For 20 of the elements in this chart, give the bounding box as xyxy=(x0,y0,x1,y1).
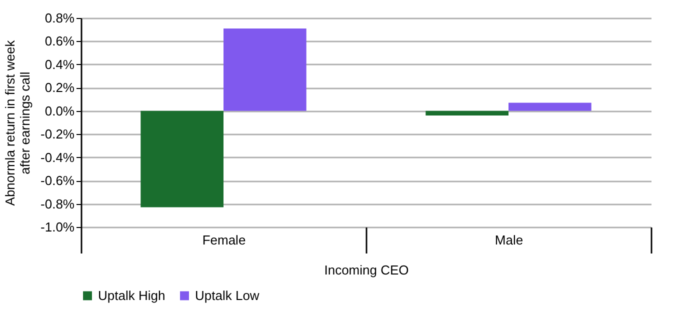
y-axis-title: Abnormla return in first week after earnings call xyxy=(2,40,33,206)
legend-label: Uptalk High xyxy=(98,288,166,303)
y-tick-label: 0.0% xyxy=(44,103,75,118)
x-tick-label: Female xyxy=(202,232,246,248)
bar xyxy=(426,110,508,116)
x-tick-label: Male xyxy=(494,232,524,248)
legend-label: Uptalk Low xyxy=(195,288,260,303)
y-tick-label: -0.6% xyxy=(40,173,75,188)
y-tick-label: -0.2% xyxy=(40,126,75,142)
bar xyxy=(224,28,306,111)
y-tick-label: 0.6% xyxy=(44,34,75,49)
bar xyxy=(508,102,592,111)
x-axis-title: Incoming CEO xyxy=(324,262,409,278)
y-tick-label: -0.8% xyxy=(40,196,75,212)
y-tick-label: 0.8% xyxy=(44,10,75,26)
y-tick-label: 0.4% xyxy=(44,56,75,72)
y-tick-label: -0.4% xyxy=(40,150,75,165)
y-tick-label: 0.2% xyxy=(44,80,75,96)
bar xyxy=(140,110,224,208)
y-tick-label: -1.0% xyxy=(40,220,75,234)
